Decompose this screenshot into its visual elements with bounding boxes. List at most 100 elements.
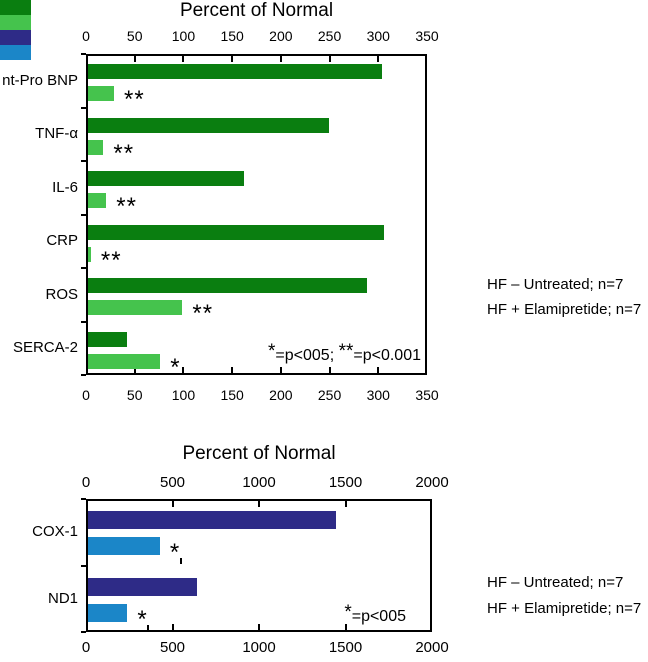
bar <box>88 331 127 347</box>
chart-title: Percent of Normal <box>179 0 334 21</box>
bar <box>88 64 382 79</box>
significance-marker: * <box>170 353 181 381</box>
error-bar-tick <box>147 624 150 631</box>
x-axis-tick-label-bottom: 200 <box>269 387 293 403</box>
legend-swatch <box>0 30 31 45</box>
annotation-text: =p<005 <box>351 608 406 625</box>
axis-tick-mark <box>231 367 234 373</box>
category-label: ROS <box>45 285 78 303</box>
bar <box>88 117 329 133</box>
significance-marker: ** <box>123 86 145 113</box>
x-axis-tick-label-top: 150 <box>220 28 244 44</box>
category-tick-mark <box>81 160 86 162</box>
axis-tick-mark <box>171 501 174 507</box>
error-bar-tick <box>180 558 183 564</box>
category-tick-mark <box>81 498 86 500</box>
x-axis-tick-label-bottom: 0 <box>81 639 91 656</box>
bar <box>88 511 336 529</box>
significance-marker: ** <box>113 139 135 167</box>
bar <box>88 353 161 369</box>
annotation-asterisk: ** <box>338 341 354 362</box>
axis-tick-mark <box>279 56 282 62</box>
category-tick-mark <box>81 374 86 376</box>
chart-title: Percent of Normal <box>182 443 336 464</box>
p-value-annotation: *=p<005 <box>86 603 406 627</box>
annotation-asterisk: * <box>344 602 352 623</box>
plot-area <box>86 499 432 632</box>
significance-marker: ** <box>192 300 214 327</box>
category-tick-mark <box>81 213 86 216</box>
x-axis-tick-label-top: 50 <box>126 28 143 44</box>
x-axis-tick-label-top: 0 <box>82 28 90 44</box>
legend-swatch <box>0 0 31 15</box>
legend-label: HF + Elamipretide; n=7 <box>487 300 642 318</box>
x-axis-tick-label-top: 350 <box>415 28 439 44</box>
axis-tick-mark <box>258 501 260 507</box>
significance-marker: * <box>169 539 181 566</box>
bar <box>88 300 183 315</box>
x-axis-tick-label-top: 300 <box>366 28 390 44</box>
x-axis-tick-label-bottom: 100 <box>171 387 196 403</box>
plot-area <box>86 54 427 375</box>
category-tick-mark <box>81 267 86 269</box>
category-label: ND1 <box>47 589 78 607</box>
x-axis-tick-label-top: 250 <box>317 28 342 44</box>
annotation-asterisk: * <box>268 341 276 362</box>
x-axis-tick-label-top: 100 <box>171 28 196 44</box>
axis-tick-mark <box>133 367 136 373</box>
axis-tick-mark <box>377 367 380 373</box>
axis-tick-mark <box>344 501 347 507</box>
legend-label: HF – Untreated; n=7 <box>487 573 624 591</box>
category-tick-mark <box>81 53 86 55</box>
significance-marker: ** <box>100 246 122 274</box>
x-axis-tick-label-bottom: 2000 <box>415 639 449 656</box>
bar <box>88 139 104 155</box>
legend-swatch <box>0 45 31 60</box>
x-axis-tick-label-bottom: 350 <box>415 387 439 403</box>
bar <box>88 246 91 262</box>
x-axis-tick-label-top: 0 <box>81 474 91 491</box>
p-value-annotation: *=p<005; **=p<0.001 <box>86 342 421 366</box>
axis-tick-mark <box>377 56 380 62</box>
axis-tick-mark <box>328 56 331 62</box>
significance-marker: ** <box>116 193 137 220</box>
axis-tick-mark <box>182 367 185 373</box>
annotation-text: =p<005; <box>275 347 339 364</box>
axis-tick-mark <box>258 624 260 630</box>
axis-tick-mark <box>171 624 174 630</box>
x-axis-tick-label-bottom: 1500 <box>328 639 363 656</box>
bar <box>88 171 244 186</box>
axis-tick-mark <box>328 367 331 373</box>
bar <box>88 577 198 596</box>
x-axis-tick-label-bottom: 0 <box>82 387 90 403</box>
category-tick-mark <box>81 564 86 567</box>
x-axis-tick-label-bottom: 500 <box>159 639 186 656</box>
bar <box>88 193 107 208</box>
x-axis-tick-label-top: 1000 <box>242 474 276 491</box>
category-label: SERCA-2 <box>12 339 78 357</box>
category-label: IL-6 <box>52 178 78 196</box>
x-axis-tick-label-bottom: 1000 <box>242 639 276 656</box>
x-axis-tick-label-bottom: 250 <box>317 387 342 403</box>
legend-label: HF + Elamipretide; n=7 <box>487 599 642 617</box>
x-axis-tick-label-top: 200 <box>269 28 293 44</box>
legend-label: HF – Untreated; n=7 <box>487 275 624 293</box>
x-axis-tick-label-bottom: 300 <box>366 387 390 403</box>
category-tick-mark <box>81 631 86 633</box>
annotation-text: =p<0.001 <box>353 347 421 364</box>
category-label: nt-Pro BNP <box>2 71 78 89</box>
axis-tick-mark <box>133 56 136 62</box>
category-label: COX-1 <box>32 523 78 541</box>
bar <box>88 224 384 240</box>
category-label: TNF-α <box>35 125 78 143</box>
axis-tick-mark <box>231 56 234 62</box>
bar <box>88 537 160 555</box>
axis-tick-mark <box>279 367 282 373</box>
x-axis-tick-label-top: 1500 <box>328 474 363 491</box>
x-axis-tick-label-bottom: 50 <box>126 387 143 403</box>
category-label: CRP <box>46 232 78 250</box>
bar <box>88 86 114 101</box>
category-tick-mark <box>81 320 86 323</box>
significance-marker: * <box>137 605 148 633</box>
